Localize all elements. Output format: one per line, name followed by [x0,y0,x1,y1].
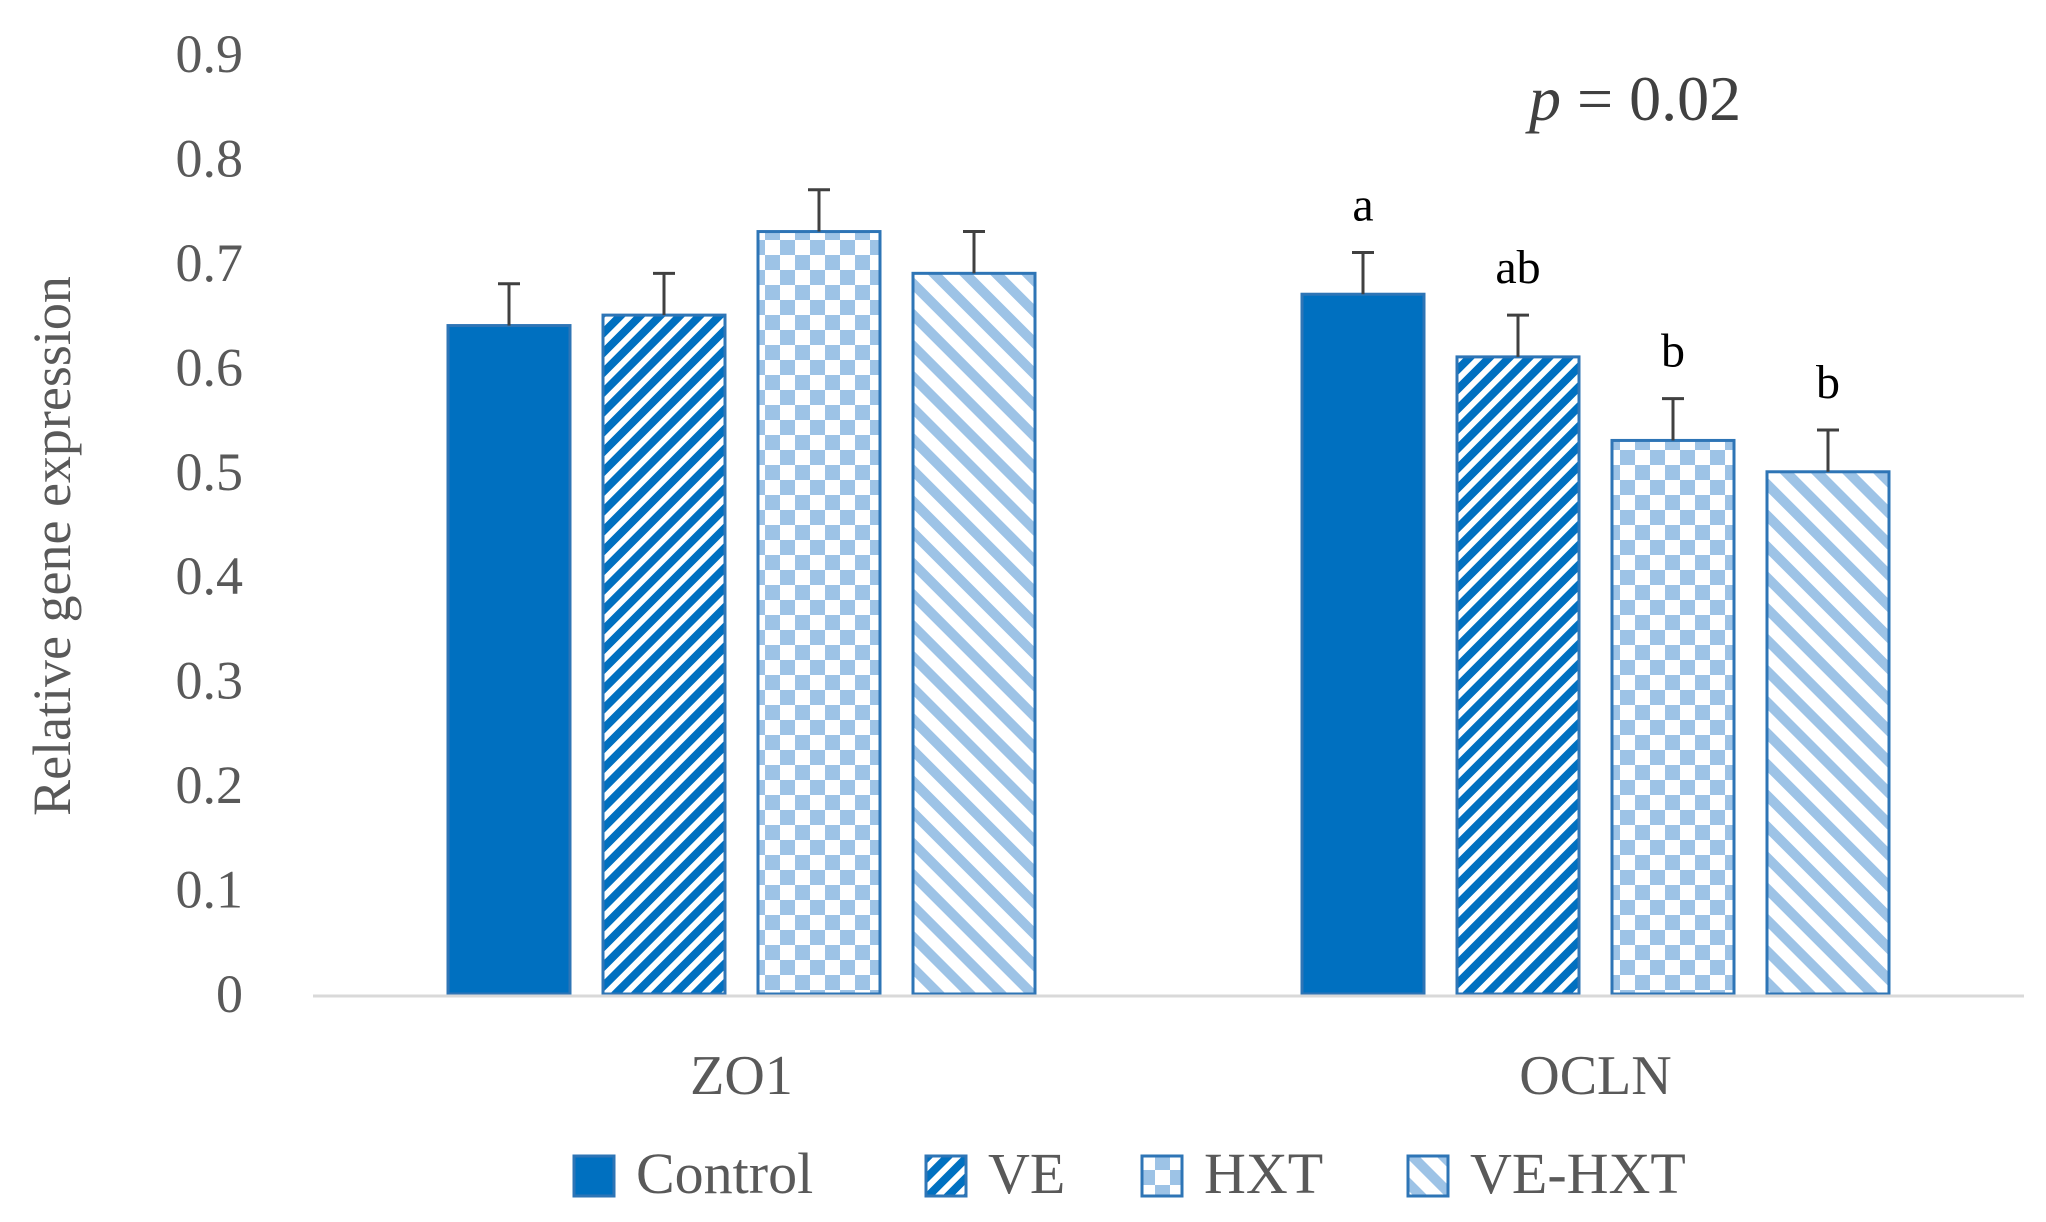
legend: Control VE HXT VE-HXT [572,1141,1686,1206]
legend-label: VE-HXT [1470,1141,1686,1206]
bar-ocln-ve [1455,355,1581,996]
y-tick-label: 0 [216,964,243,1024]
bar-zo1-control [446,324,572,996]
significance-letter: b [1661,325,1685,378]
legend-label: VE [988,1141,1065,1206]
legend-label: Control [636,1141,813,1206]
legend-swatch-hxt [1140,1154,1184,1198]
legend-swatch-ve-hxt [1406,1154,1450,1198]
y-tick-label: 0.1 [176,860,244,920]
y-tick-label: 0.5 [176,442,244,502]
significance-letter: b [1816,356,1840,409]
p-symbol: p [1525,63,1561,134]
y-tick-label: 0.6 [176,337,244,397]
bar-zo1-ve [601,313,727,996]
y-tick-label: 0.2 [176,755,244,815]
y-tick-label: 0.4 [176,546,244,606]
y-tick-label: 0.9 [176,24,244,84]
y-tick-label: 0.3 [176,651,244,711]
significance-letters: a ab b b [1352,178,1840,409]
significance-letter: ab [1495,241,1540,294]
bars [446,230,1891,996]
y-tick-label: 0.7 [176,233,244,293]
legend-swatch-control [572,1154,616,1198]
x-axis-categories: ZO1 OCLN [690,1045,1672,1107]
bar-ocln-control [1300,292,1426,996]
error-bars [498,188,1839,472]
p-value-text: = 0.02 [1561,63,1741,134]
legend-swatch-ve [924,1154,968,1198]
y-axis-ticks: 0 0.1 0.2 0.3 0.4 0.5 0.6 0.7 0.8 0.9 [176,24,244,1024]
legend-label: HXT [1204,1141,1323,1206]
x-category-label: ZO1 [690,1045,793,1107]
bar-ocln-ve-hxt [1765,470,1891,996]
significance-letter: a [1352,178,1373,231]
y-tick-label: 0.8 [176,128,244,188]
bar-ocln-hxt [1610,438,1736,996]
bar-zo1-hxt [756,230,882,996]
p-value-annotation: p = 0.02 [1525,63,1741,134]
x-category-label: OCLN [1519,1045,1671,1107]
bar-zo1-ve-hxt [911,271,1037,996]
y-axis-label: Relative gene expression [22,276,82,816]
